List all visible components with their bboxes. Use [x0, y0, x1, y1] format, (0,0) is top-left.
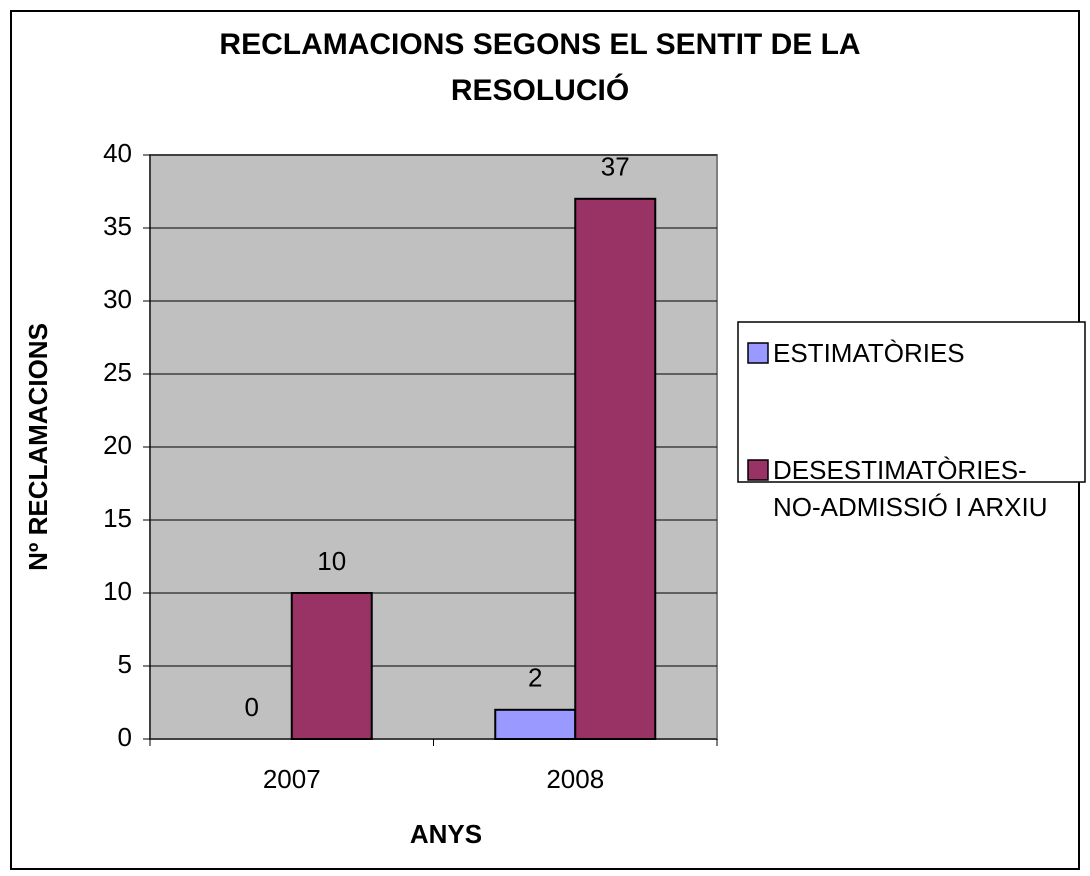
- bar: [290, 592, 373, 740]
- x-tick-label: 2007: [263, 764, 321, 794]
- y-tick-label: 0: [118, 722, 132, 752]
- legend-label: DESESTIMATÒRIES-NO-ADMISSIÓ I ARXIU: [773, 455, 1048, 522]
- value-label: 37: [601, 152, 630, 182]
- legend-box: [737, 321, 1086, 483]
- bar: [494, 708, 577, 740]
- legend-swatch: [747, 459, 769, 481]
- chart-title: RECLAMACIONS SEGONS EL SENTIT DE LA RESO…: [219, 28, 861, 107]
- value-label: 2: [528, 663, 542, 693]
- legend-label: ESTIMATÒRIES: [773, 338, 965, 368]
- y-tick-label: 25: [103, 357, 132, 387]
- y-tick-label: 15: [103, 503, 132, 533]
- y-axis-title: Nº RECLAMACIONS: [23, 323, 53, 571]
- value-label: 10: [317, 546, 346, 576]
- y-tick-label: 35: [103, 211, 132, 241]
- y-tick-label: 10: [103, 576, 132, 606]
- x-tick-label: 2008: [546, 764, 604, 794]
- y-tick-label: 30: [103, 284, 132, 314]
- value-label: 0: [245, 692, 259, 722]
- y-tick-label: 5: [118, 649, 132, 679]
- x-axis-title: ANYS: [410, 819, 482, 849]
- bar: [574, 197, 657, 741]
- legend-swatch: [747, 342, 769, 364]
- y-tick-label: 20: [103, 430, 132, 460]
- y-tick-label: 40: [103, 138, 132, 168]
